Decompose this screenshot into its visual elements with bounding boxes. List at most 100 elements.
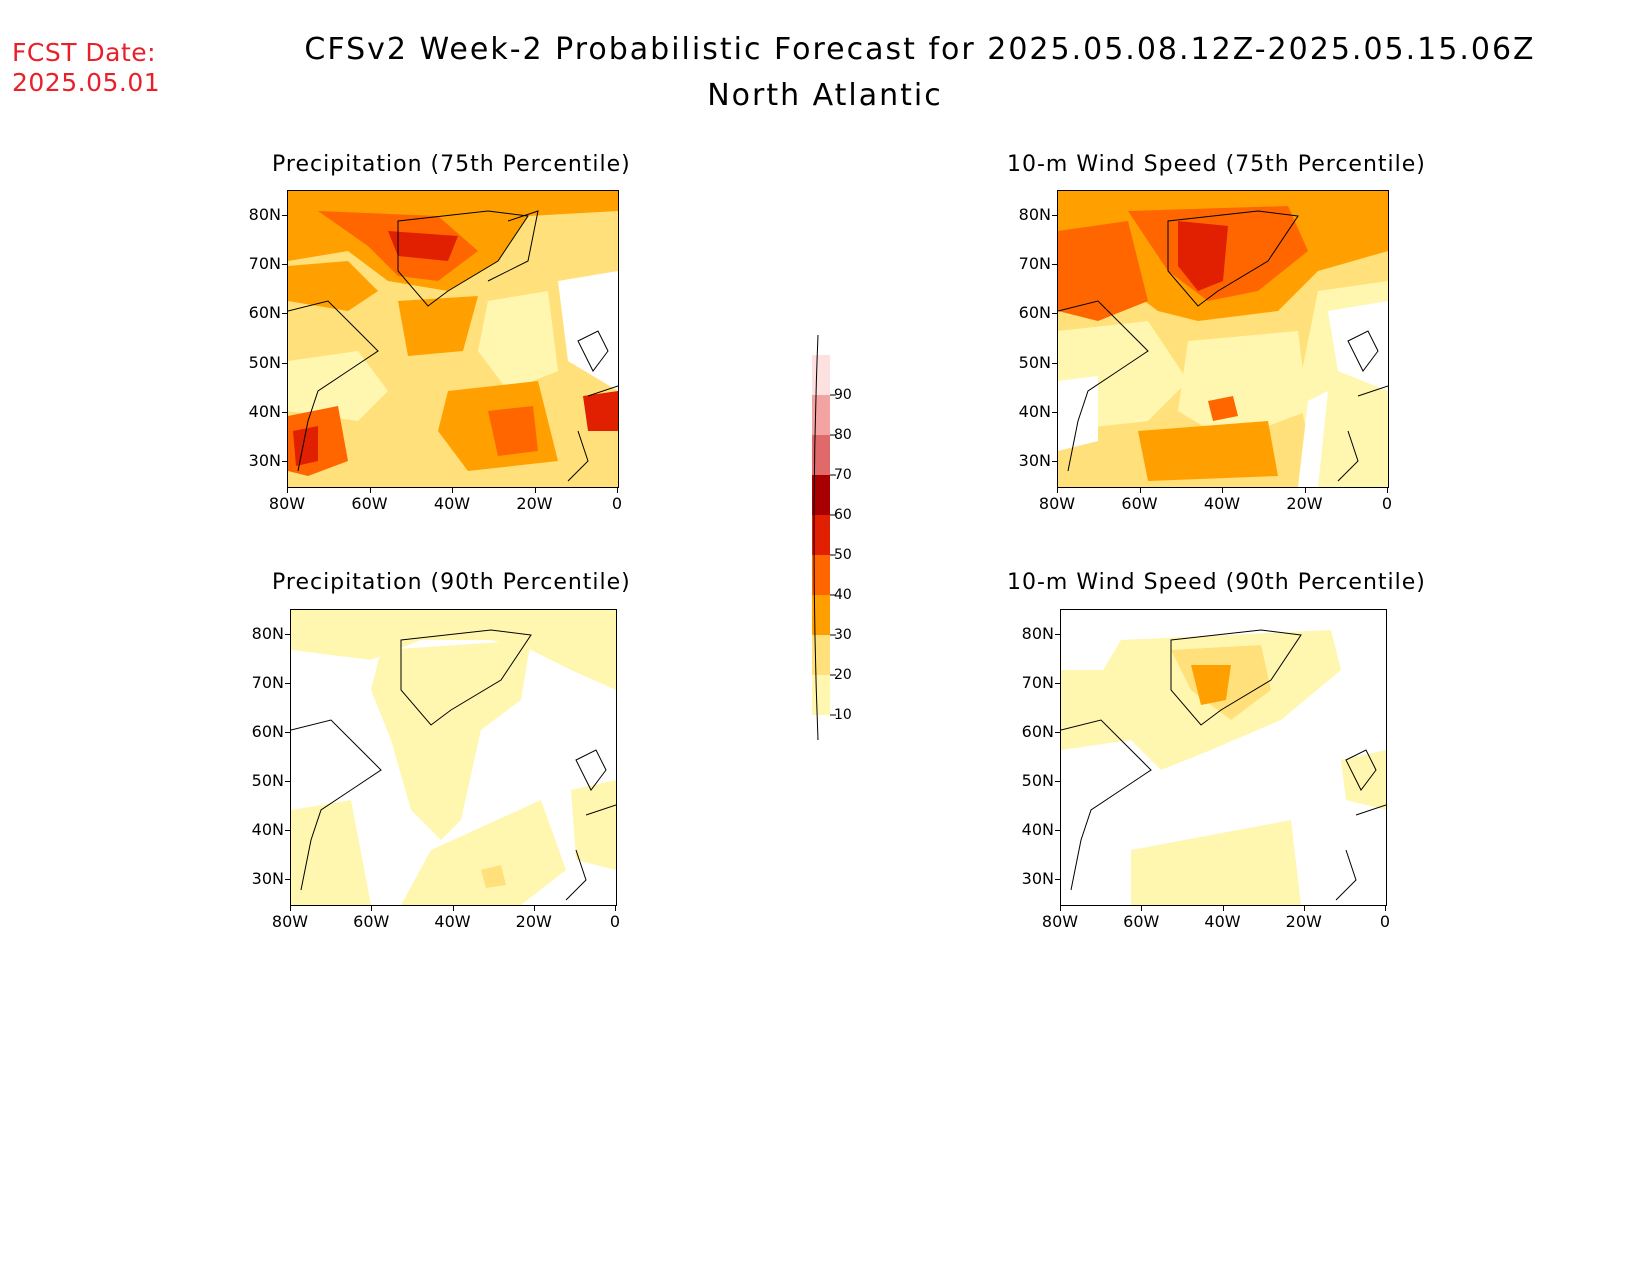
lat-label: 80N — [1018, 204, 1051, 224]
lat-label: 80N — [251, 623, 284, 643]
lat-tick — [1055, 633, 1061, 635]
region-subtitle: North Atlantic — [707, 78, 943, 113]
lon-label: 80W — [1041, 912, 1079, 931]
colorbar-label: 70 — [834, 467, 852, 483]
colorbar-swatch — [812, 435, 830, 475]
lat-tick — [1055, 682, 1061, 684]
colorbar-swatch — [812, 555, 830, 595]
lon-tick — [1222, 905, 1224, 911]
lat-tick — [282, 214, 288, 216]
lon-tick — [533, 905, 535, 911]
map-area — [1060, 609, 1387, 906]
colorbar-label: 90 — [834, 387, 852, 403]
lon-label: 0 — [1379, 912, 1391, 931]
lat-label: 40N — [1021, 820, 1054, 840]
lat-label: 60N — [1021, 721, 1054, 741]
lat-label: 70N — [1018, 254, 1051, 273]
lon-label: 20W — [1286, 494, 1323, 513]
map-area — [290, 609, 617, 906]
lat-tick — [282, 461, 288, 463]
lon-tick — [615, 905, 616, 911]
colorbar-swatch — [812, 675, 830, 715]
lon-label: 20W — [516, 494, 553, 513]
lon-label: 0 — [609, 912, 621, 931]
lon-tick — [1385, 905, 1386, 911]
colorbar-swatch — [812, 475, 830, 515]
lat-tick — [285, 879, 291, 881]
wind-75-map — [1058, 191, 1388, 487]
lon-label: 40W — [1203, 494, 1241, 513]
lon-label: 60W — [351, 494, 388, 513]
lon-tick — [1387, 487, 1388, 493]
lat-label: 60N — [251, 721, 284, 741]
lat-label: 50N — [248, 352, 281, 372]
lat-tick — [282, 313, 288, 315]
panel-title: 10-m Wind Speed (75th Percentile) — [1007, 152, 1426, 177]
lon-tick — [534, 487, 536, 493]
forecast-date-block: FCST Date: 2025.05.01 — [12, 38, 160, 98]
lon-tick — [1057, 487, 1058, 493]
lon-label: 60W — [1123, 912, 1160, 931]
lat-label: 40N — [248, 402, 281, 421]
lat-label: 70N — [248, 254, 281, 273]
lat-tick — [282, 264, 288, 265]
lon-tick — [290, 905, 291, 911]
wind-90-map — [1061, 610, 1386, 905]
lon-tick — [1304, 487, 1306, 493]
lat-tick — [285, 830, 291, 832]
lat-tick — [285, 633, 291, 635]
colorbar-edge — [813, 335, 819, 741]
lat-tick — [1052, 362, 1058, 364]
lon-tick — [369, 487, 371, 493]
lon-label: 0 — [611, 494, 623, 513]
colorbar-label: 80 — [834, 427, 852, 443]
lat-label: 30N — [1018, 451, 1051, 471]
lat-label: 70N — [251, 672, 284, 692]
lon-tick — [287, 487, 288, 493]
forecast-date-value: 2025.05.01 — [12, 68, 161, 97]
panel-title: Precipitation (75th Percentile) — [272, 152, 631, 177]
lat-tick — [285, 682, 291, 684]
lat-label: 50N — [251, 771, 284, 791]
lat-label: 60N — [248, 303, 281, 323]
colorbar-label: 50 — [834, 547, 852, 563]
precip-75-map — [288, 191, 618, 487]
lon-tick — [1139, 487, 1141, 493]
lon-tick — [1303, 905, 1305, 911]
colorbar-label: 30 — [834, 627, 852, 643]
lon-label: 40W — [1204, 912, 1241, 931]
lat-tick — [282, 412, 288, 413]
lon-tick — [1141, 905, 1143, 911]
colorbar-svg — [812, 335, 836, 741]
lon-label: 80W — [1038, 494, 1076, 513]
lat-label: 30N — [1021, 869, 1054, 889]
panel-title: Precipitation (90th Percentile) — [272, 570, 631, 595]
page-title: CFSv2 Week-2 Probabilistic Forecast for … — [304, 32, 1536, 67]
lat-label: 40N — [1018, 402, 1051, 421]
lat-tick — [285, 731, 291, 733]
lon-label: 20W — [1285, 912, 1322, 931]
lon-label: 0 — [1381, 494, 1393, 513]
lon-label: 80W — [268, 494, 306, 513]
forecast-date-label: FCST Date: — [12, 38, 157, 67]
colorbar-label: 20 — [834, 667, 852, 683]
lat-label: 30N — [248, 451, 281, 471]
lon-label: 80W — [271, 912, 309, 931]
lon-tick — [371, 905, 373, 911]
map-area — [1057, 190, 1389, 488]
lat-tick — [1052, 412, 1058, 413]
lat-tick — [282, 362, 288, 364]
lat-tick — [1052, 313, 1058, 315]
colorbar-label: 40 — [834, 587, 852, 603]
colorbar-swatch — [812, 635, 830, 675]
lon-label: 60W — [353, 912, 390, 931]
lat-label: 60N — [1018, 303, 1051, 323]
lat-tick — [1052, 264, 1058, 265]
colorbar-swatch — [812, 515, 830, 555]
lat-tick — [285, 781, 291, 783]
lon-label: 60W — [1121, 494, 1158, 513]
panel-title: 10-m Wind Speed (90th Percentile) — [1007, 570, 1426, 595]
lat-label: 80N — [1021, 623, 1054, 643]
colorbar-swatch — [812, 595, 830, 635]
lat-label: 50N — [1021, 771, 1054, 791]
